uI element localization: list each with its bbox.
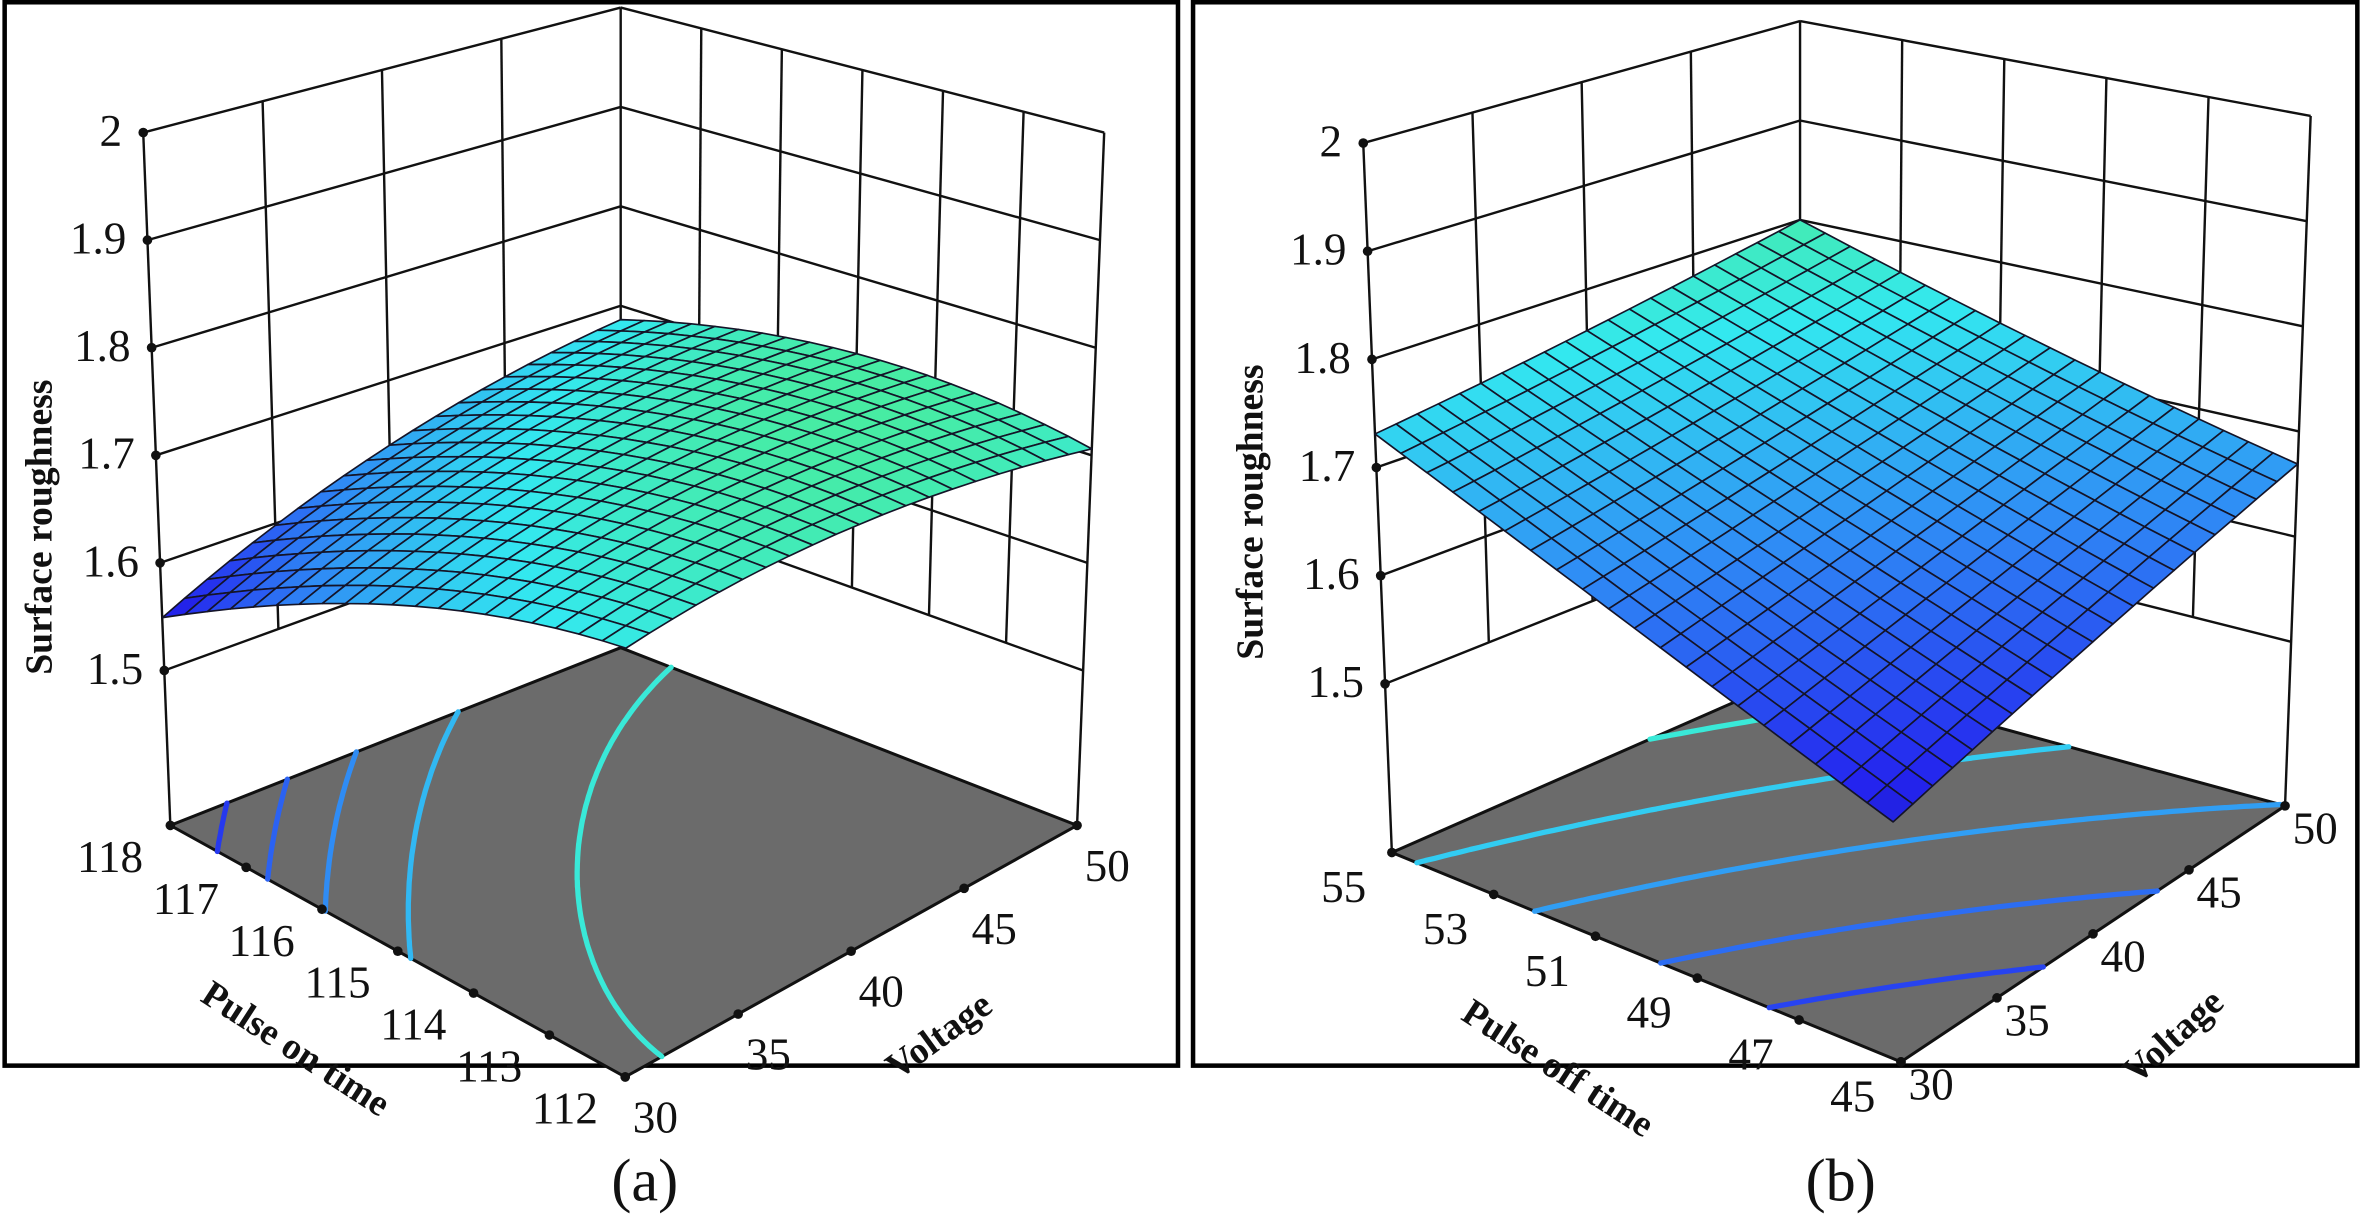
x-tick-label: 51: [1525, 946, 1570, 996]
x-tick-label: 115: [304, 958, 370, 1008]
z-tick-mark: [142, 235, 153, 245]
contour-line: [574, 664, 674, 1060]
y-tick-label: 30: [633, 1092, 678, 1142]
y-tick-label: 50: [2293, 803, 2338, 853]
z-tick-label: 1.7: [1299, 441, 1355, 491]
z-axis-title-a: Surface roughness: [18, 380, 60, 675]
x-tick-mark: [544, 1030, 555, 1040]
x-tick-mark: [1692, 973, 1703, 983]
z-tick-label: 2: [1320, 116, 1343, 166]
contour-line: [214, 800, 230, 855]
x-tick-label: 55: [1321, 862, 1366, 912]
z-tick-mark: [155, 558, 165, 568]
wall-gridline: [1799, 119, 2307, 223]
z-tick-label: 1.6: [1303, 549, 1359, 599]
wall-gridline: [1004, 111, 1025, 643]
x-tick-label: 53: [1423, 904, 1468, 954]
x-tick-mark: [468, 988, 479, 998]
y-tick-label: 35: [746, 1030, 791, 1080]
z-tick-mark: [1375, 570, 1386, 581]
x-tick-mark: [165, 820, 176, 831]
x-tick-label: 47: [1728, 1030, 1773, 1080]
contour-line: [265, 776, 291, 882]
x-tick-label: 116: [229, 916, 295, 966]
z-tick-label: 2: [100, 106, 123, 156]
surface-patch: [601, 624, 651, 649]
contour-line: [1532, 801, 2283, 914]
z-tick-mark: [1380, 678, 1390, 689]
contour-line: [405, 709, 461, 962]
z-tick-mark: [1362, 246, 1373, 257]
x-tick-label: 45: [1830, 1071, 1875, 1121]
z-tick-label: 1.5: [87, 644, 143, 694]
z-tick-mark: [1367, 354, 1377, 365]
x-tick-mark: [1488, 889, 1499, 900]
caption-b: (b): [1806, 1147, 1876, 1214]
x-tick-mark: [241, 862, 251, 873]
x-tick-mark: [1387, 847, 1397, 858]
x-tick-label: 114: [380, 1000, 446, 1050]
x-tick-mark: [317, 904, 327, 915]
wall-edge-line: [1075, 132, 1106, 826]
y-tick-mark: [2280, 800, 2290, 811]
wall-gridline: [1799, 218, 2304, 328]
y-tick-mark: [733, 1009, 743, 1019]
y-tick-mark: [1992, 993, 2002, 1003]
z-tick-label: 1.9: [70, 214, 126, 264]
x-tick-label: 49: [1627, 988, 1672, 1038]
y-tick-mark: [1072, 820, 1082, 831]
z-tick-mark: [1371, 462, 1382, 473]
y-tick-label: 40: [2101, 931, 2146, 981]
wall-gridline: [1471, 112, 1491, 643]
z-axis-line: [142, 132, 172, 826]
z-tick-mark: [151, 450, 161, 461]
y-tick-label: 45: [2197, 867, 2242, 917]
z-tick-label: 1.9: [1290, 225, 1346, 275]
wall-edge-line: [2283, 115, 2312, 806]
y-tick-label: 45: [972, 904, 1017, 954]
surface-patch: [1866, 784, 1914, 823]
z-tick-label: 1.7: [78, 429, 134, 479]
y-tick-label: 30: [1909, 1059, 1954, 1109]
x-tick-mark: [392, 946, 403, 956]
contour-line: [1658, 888, 2160, 966]
wall-gridline: [1799, 19, 2311, 118]
y-tick-mark: [2088, 929, 2098, 939]
surface-plot-b: 1.5 1.6 1.7 1.8 1.9 2 45 47 49 51 53 55 30 35 40 45 50: [1290, 19, 2338, 1121]
z-tick-mark: [146, 342, 157, 353]
y-tick-label: 40: [859, 967, 904, 1017]
z-tick-mark: [1358, 138, 1369, 148]
z-tick-mark: [159, 665, 170, 676]
x-tick-label: 117: [153, 874, 219, 924]
x-tick-label: 112: [532, 1083, 598, 1133]
y-tick-mark: [620, 1072, 631, 1082]
caption-a: (a): [611, 1147, 678, 1214]
x-tick-label: 113: [456, 1042, 522, 1092]
y-tick-mark: [1896, 1057, 1906, 1067]
x-tick-mark: [1590, 931, 1601, 942]
y-tick-label: 35: [2005, 995, 2050, 1045]
x-tick-mark: [1794, 1015, 1804, 1025]
contour-line: [1766, 964, 2046, 1011]
z-tick-label: 1.8: [1294, 333, 1350, 383]
z-axis-title-b: Surface roughness: [1229, 364, 1271, 659]
y-tick-mark: [846, 946, 856, 956]
y-tick-mark: [959, 883, 969, 894]
z-tick-mark: [138, 127, 149, 138]
z-tick-label: 1.6: [83, 536, 139, 586]
wall-gridline: [927, 90, 945, 616]
y-tick-mark: [2184, 865, 2194, 875]
wall-gridline: [142, 6, 621, 134]
y-tick-label: 50: [1085, 841, 1130, 891]
z-tick-label: 1.8: [74, 321, 130, 371]
x-tick-label: 118: [77, 832, 143, 882]
z-axis-line: [1362, 143, 1394, 853]
z-tick-label: 1.5: [1308, 657, 1364, 707]
